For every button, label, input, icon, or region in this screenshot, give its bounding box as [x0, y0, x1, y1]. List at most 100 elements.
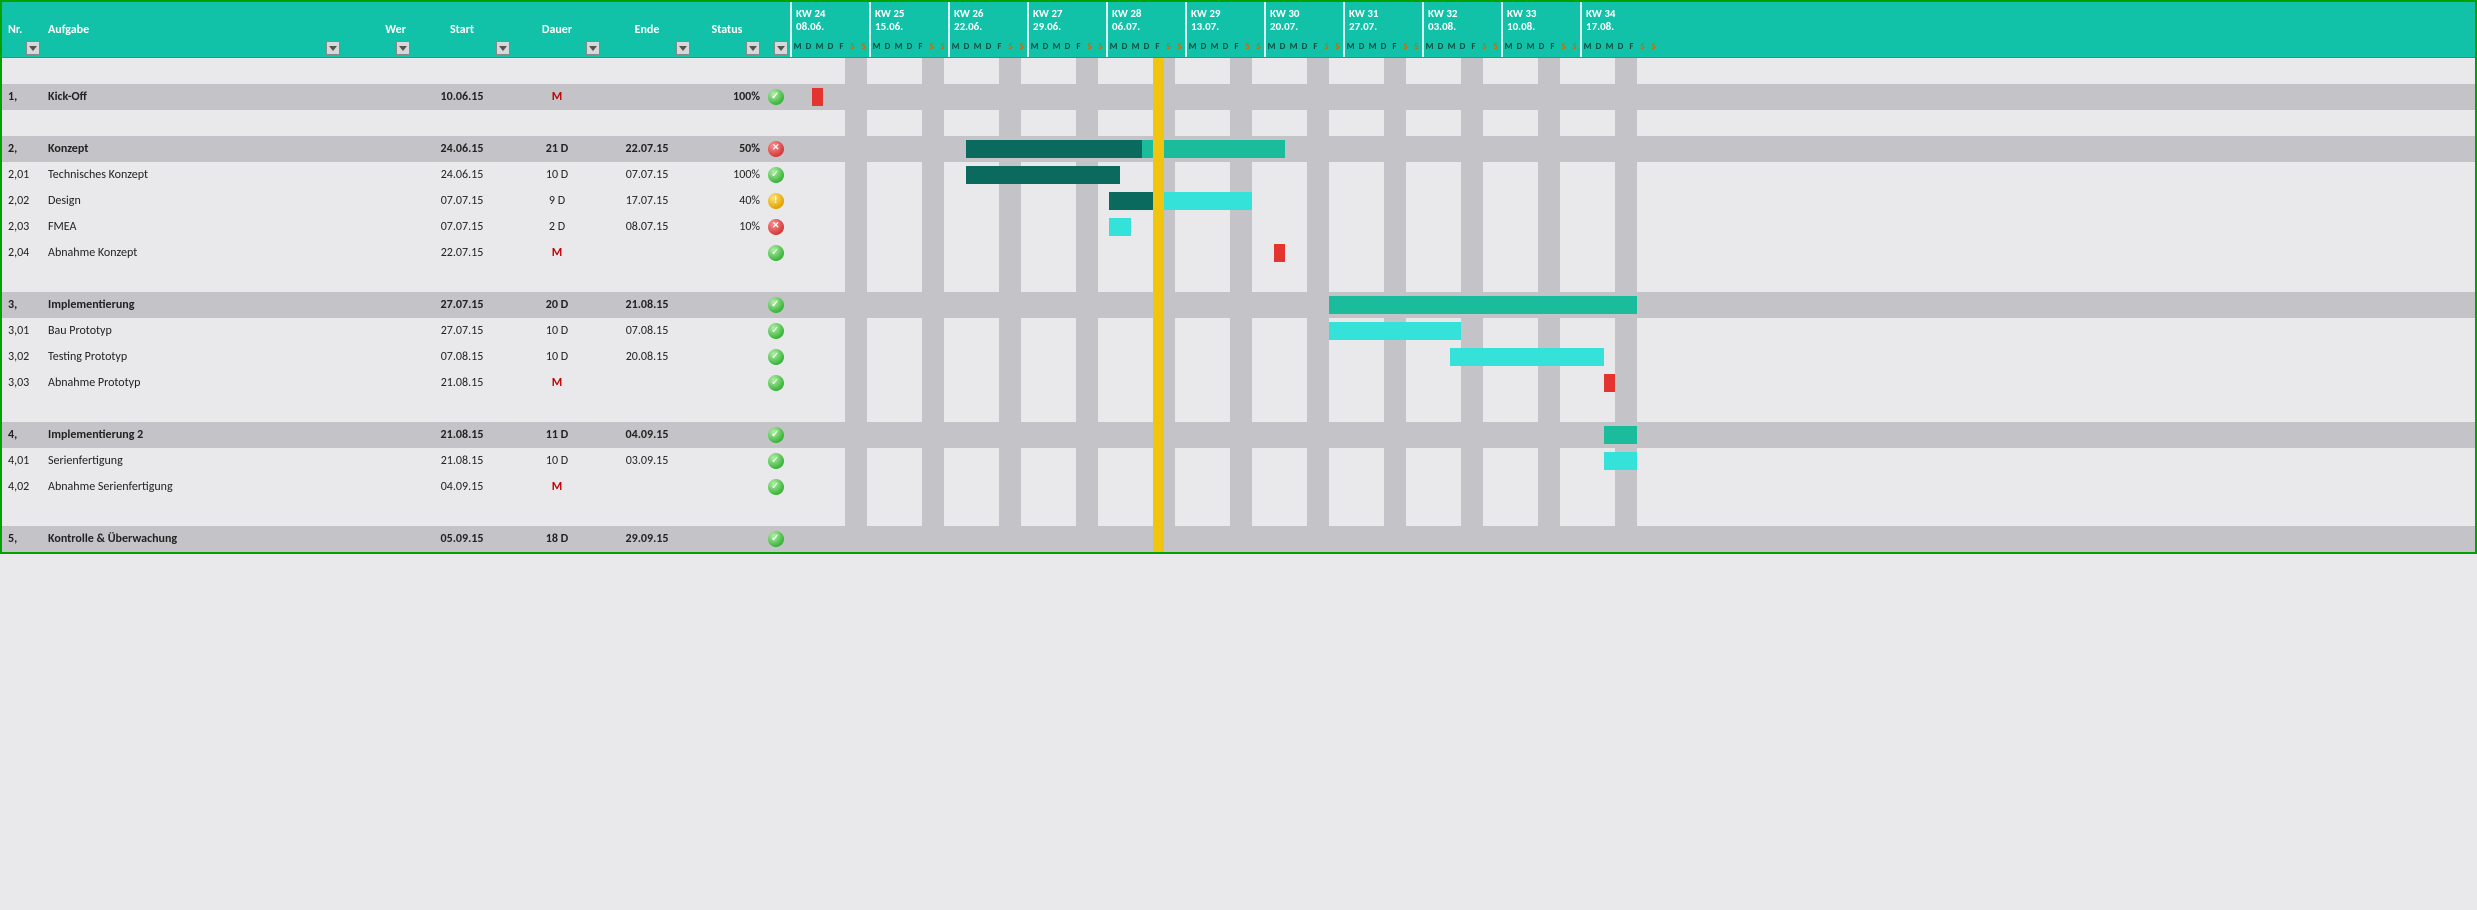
day-header: S	[1558, 37, 1569, 57]
gantt-sheet: Nr.AufgabeWerStartDauerEndeStatusKW 2408…	[0, 0, 2477, 554]
task-row: 2,Konzept24.06.1521 D22.07.1550%	[2, 136, 2475, 162]
day-header: S	[1569, 37, 1580, 57]
filter-dropdown-icon[interactable]	[586, 41, 600, 55]
cell-start: 07.07.15	[412, 220, 512, 234]
status-ok-icon	[768, 427, 784, 443]
day-header: M	[1525, 37, 1536, 57]
gantt-bar	[1604, 374, 1615, 392]
day-header: F	[1073, 37, 1084, 57]
status-ok-icon	[768, 89, 784, 105]
filter-dropdown-icon[interactable]	[676, 41, 690, 55]
day-header: F	[994, 37, 1005, 57]
day-header: F	[1389, 37, 1400, 57]
cell-dur: 11 D	[512, 428, 602, 442]
gantt-bar	[1109, 218, 1131, 236]
cell-task: Abnahme Serienfertigung	[42, 480, 342, 494]
task-row: 3,03Abnahme Prototyp21.08.15M	[2, 370, 2475, 396]
cell-statico	[762, 323, 790, 339]
cell-statico	[762, 531, 790, 547]
filter-dropdown-icon[interactable]	[746, 41, 760, 55]
calendar-strip	[790, 370, 1637, 396]
filter-dropdown-icon[interactable]	[396, 41, 410, 55]
gantt-body: 1,Kick-Off10.06.15M100%2,Konzept24.06.15…	[2, 58, 2475, 552]
cell-statico	[762, 141, 790, 157]
status-ok-icon	[768, 375, 784, 391]
cell-nr: 2,01	[2, 168, 42, 182]
cell-start: 21.08.15	[412, 428, 512, 442]
spacer-row	[2, 58, 2475, 84]
week-label: KW 2408.06.	[792, 2, 869, 37]
day-header: M	[1108, 37, 1119, 57]
header-label: Ende	[608, 23, 686, 37]
cell-dur: M	[512, 90, 602, 104]
header-task: Aufgabe	[42, 2, 342, 57]
cell-dur: 10 D	[512, 350, 602, 364]
calendar-strip	[790, 474, 1637, 500]
cell-task: Kick-Off	[42, 90, 342, 104]
task-row: 4,Implementierung 221.08.1511 D04.09.15	[2, 422, 2475, 448]
week-label: KW 3417.08.	[1582, 2, 1659, 37]
cell-end: 21.08.15	[602, 298, 692, 312]
day-header: F	[1152, 37, 1163, 57]
day-header: M	[1209, 37, 1220, 57]
cell-dur: 10 D	[512, 168, 602, 182]
day-header: M	[972, 37, 983, 57]
gantt-bar	[1604, 426, 1637, 444]
cell-end: 22.07.15	[602, 142, 692, 156]
day-header: F	[1468, 37, 1479, 57]
cell-dur: 2 D	[512, 220, 602, 234]
cell-task: Implementierung 2	[42, 428, 342, 442]
week-label: KW 2729.06.	[1029, 2, 1106, 37]
cell-stat: 10%	[692, 220, 762, 234]
task-row: 4,02Abnahme Serienfertigung04.09.15M	[2, 474, 2475, 500]
cell-start: 24.06.15	[412, 168, 512, 182]
day-header: S	[1242, 37, 1253, 57]
cell-start: 07.08.15	[412, 350, 512, 364]
day-header: D	[1615, 37, 1626, 57]
status-bad-icon	[768, 219, 784, 235]
day-header: M	[1288, 37, 1299, 57]
day-header: M	[1345, 37, 1356, 57]
day-header: D	[961, 37, 972, 57]
task-row: 3,Implementierung27.07.1520 D21.08.15	[2, 292, 2475, 318]
cell-statico	[762, 479, 790, 495]
cell-start: 27.07.15	[412, 324, 512, 338]
day-header: M	[1367, 37, 1378, 57]
filter-dropdown-icon[interactable]	[774, 41, 788, 55]
cell-dur: 18 D	[512, 532, 602, 546]
calendar-strip	[790, 162, 1637, 188]
day-header: S	[926, 37, 937, 57]
week-header: KW 2729.06.MDMDFSS	[1027, 2, 1106, 57]
day-header: M	[1582, 37, 1593, 57]
cell-start: 04.09.15	[412, 480, 512, 494]
day-header: D	[1593, 37, 1604, 57]
spacer-row	[2, 500, 2475, 526]
cell-task: Konzept	[42, 142, 342, 156]
cell-statico	[762, 427, 790, 443]
calendar-strip	[790, 188, 1637, 214]
day-header: D	[825, 37, 836, 57]
calendar-strip	[790, 214, 1637, 240]
cell-end: 20.08.15	[602, 350, 692, 364]
day-header: M	[1503, 37, 1514, 57]
cell-dur: M	[512, 480, 602, 494]
day-header: S	[1479, 37, 1490, 57]
cell-stat: 100%	[692, 90, 762, 104]
filter-dropdown-icon[interactable]	[496, 41, 510, 55]
calendar-strip	[790, 344, 1637, 370]
cell-task: Serienfertigung	[42, 454, 342, 468]
calendar-strip	[790, 292, 1637, 318]
cell-nr: 4,	[2, 428, 42, 442]
filter-dropdown-icon[interactable]	[26, 41, 40, 55]
header-row: Nr.AufgabeWerStartDauerEndeStatusKW 2408…	[2, 2, 2475, 58]
day-header: F	[1626, 37, 1637, 57]
cell-start: 10.06.15	[412, 90, 512, 104]
gantt-bar	[1329, 296, 1637, 314]
day-header: M	[814, 37, 825, 57]
calendar-strip	[790, 266, 1637, 292]
day-header: M	[950, 37, 961, 57]
day-header: F	[1231, 37, 1242, 57]
filter-dropdown-icon[interactable]	[326, 41, 340, 55]
week-header: KW 2806.07.MDMDFSS	[1106, 2, 1185, 57]
day-header: F	[915, 37, 926, 57]
